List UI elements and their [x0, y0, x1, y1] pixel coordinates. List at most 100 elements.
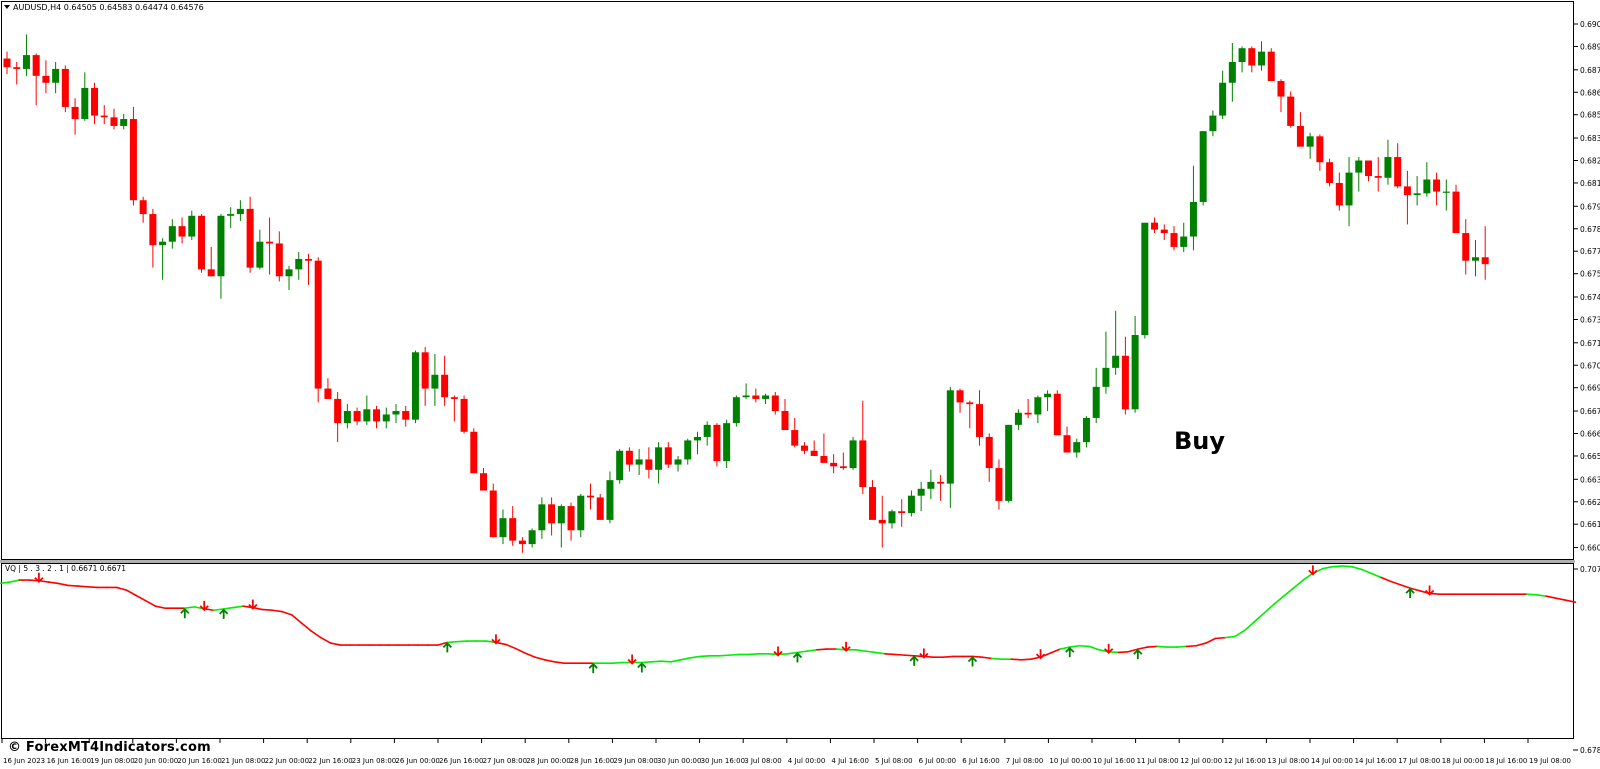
candle: [917, 481, 925, 512]
candle: [373, 405, 381, 429]
candle: [392, 404, 400, 424]
candle: [1180, 222, 1188, 253]
candle: [703, 421, 711, 446]
candle-body: [139, 200, 147, 215]
candle: [1073, 438, 1081, 458]
indicator-line-segment: [699, 655, 711, 658]
indicator-line-segment: [125, 589, 137, 597]
candle-body: [1481, 257, 1489, 265]
price-tick-label: 0.66660: [1580, 430, 1600, 439]
candle: [1131, 316, 1139, 413]
candle: [1267, 48, 1275, 82]
candle-body: [71, 106, 79, 120]
candle: [1034, 395, 1042, 424]
candle: [343, 404, 351, 429]
indicator-line-segment: [854, 648, 867, 652]
indicator-line-segment: [660, 660, 672, 663]
buy-arrow-icon: [1065, 646, 1075, 658]
candle-body: [557, 506, 565, 524]
candle-body: [655, 447, 663, 470]
candle-body: [1034, 397, 1042, 415]
indicator-line-segment: [1341, 565, 1353, 568]
candle: [295, 252, 303, 280]
candle-body: [645, 459, 653, 470]
indicator-panel[interactable]: [1, 563, 1574, 739]
candle-body: [820, 455, 828, 463]
candle-body: [363, 409, 371, 422]
time-tick-label: 22 Jun 00:00: [265, 757, 309, 765]
indicator-line-segment: [1564, 599, 1577, 603]
indicator-line-segment: [290, 614, 303, 624]
indicator-line-segment: [1535, 594, 1548, 597]
indicator-line-segment: [1389, 580, 1402, 586]
candle: [441, 355, 449, 406]
candle: [548, 497, 556, 536]
price-axis: 0.69030 0.68900 0.68765 0.68635 0.68505 0.683…: [1573, 20, 1600, 553]
sell-arrow-icon: [34, 572, 44, 584]
time-tick-label: 19 Jul 08:00: [1529, 757, 1571, 765]
price-panel[interactable]: [1, 1, 1574, 560]
candle: [1384, 139, 1392, 185]
candle: [168, 219, 176, 249]
indicator-line-segment: [689, 655, 702, 659]
indicator-line-segment: [1195, 642, 1207, 647]
price-tick-label: 0.68370: [1580, 134, 1600, 143]
candle-body: [674, 459, 682, 465]
candle-body: [1442, 191, 1450, 193]
indicator-line-segment: [1253, 612, 1266, 623]
indicator-tick-label: 0.6789: [1580, 746, 1600, 755]
candle-body: [1199, 131, 1207, 202]
candle-body: [217, 215, 225, 277]
sell-arrow-icon: [627, 654, 637, 665]
indicator-line-segment: [884, 652, 896, 656]
buy-arrow-icon: [909, 655, 919, 666]
indicator-line-segment: [1350, 565, 1363, 571]
candle: [1481, 226, 1489, 280]
candle-body: [295, 258, 303, 270]
candle-body: [548, 504, 556, 524]
candle-body: [1267, 51, 1275, 82]
candle: [120, 113, 128, 130]
candle: [1199, 131, 1207, 206]
indicator-line-segment: [1137, 646, 1149, 650]
candle-body: [304, 258, 312, 261]
candle: [91, 82, 99, 125]
candle-body: [343, 411, 351, 424]
indicator-line-segment: [679, 657, 692, 661]
candle-body: [480, 473, 488, 491]
sell-arrow-icon: [1308, 565, 1318, 576]
candle: [1170, 226, 1178, 251]
indicator-line-segment: [942, 655, 954, 658]
candle: [61, 65, 69, 113]
candle-body: [489, 490, 497, 538]
candle: [460, 395, 468, 434]
candle: [713, 423, 721, 467]
candle-body: [587, 495, 594, 498]
candle: [1452, 184, 1460, 234]
time-tick-label: 7 Jul 08:00: [1006, 757, 1044, 765]
price-tick-label: 0.67585: [1580, 270, 1600, 279]
symbol-dropdown-icon[interactable]: [4, 5, 10, 9]
candle-body: [1335, 182, 1343, 206]
candle-body: [149, 214, 157, 246]
time-tick-label: 18 Jul 00:00: [1442, 757, 1484, 765]
candle-body: [1063, 435, 1071, 453]
sell-arrow-icon: [841, 641, 851, 653]
panel-separator[interactable]: [0, 560, 1575, 563]
candle-body: [22, 55, 30, 69]
candle: [937, 474, 945, 501]
indicator-line-segment: [650, 660, 663, 663]
indicator-line-segment: [543, 659, 556, 663]
indicator-line-segment: [1399, 583, 1411, 589]
candle-body: [1053, 393, 1061, 436]
candle-body: [1005, 424, 1013, 501]
candles-layer: [3, 34, 1489, 553]
candle-body: [13, 67, 21, 69]
candle: [1365, 160, 1372, 182]
price-tick-label: 0.66135: [1580, 520, 1600, 529]
candle: [732, 395, 740, 427]
candle-body: [100, 115, 108, 118]
candle: [480, 468, 488, 491]
candle: [1277, 79, 1285, 113]
